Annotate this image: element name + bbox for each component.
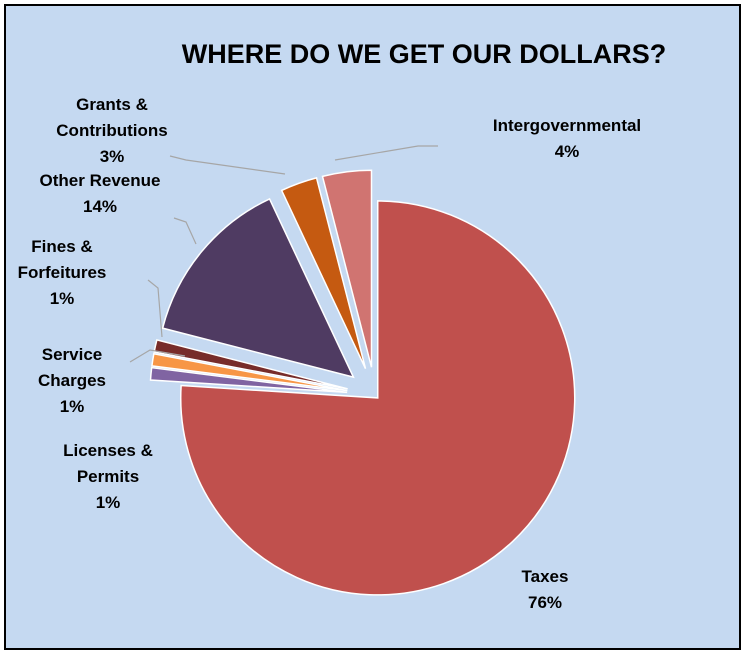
- slice-label: Intergovernmental 4%: [493, 116, 641, 161]
- pie-slice-licenses-permits: [149, 366, 348, 394]
- pie-slices: [149, 169, 576, 596]
- slice-label: Other Revenue 14%: [40, 171, 161, 216]
- slice-label: Fines & Forfeitures 1%: [18, 237, 107, 308]
- pie-slice-taxes: [179, 200, 576, 596]
- slice-label: Licenses & Permits 1%: [63, 441, 153, 512]
- leader-line: [129, 349, 186, 363]
- slice-labels: Taxes 76% Licenses & Permits 1% Service Charge…: [18, 95, 642, 612]
- slice-label: Service Charges 1%: [38, 345, 106, 416]
- pie-slice-other-revenue: [161, 197, 355, 379]
- pie-slice-service-charges: [151, 352, 348, 392]
- leader-line: [334, 145, 438, 161]
- leader-lines: [129, 145, 438, 363]
- slice-label: Grants & Contributions 3%: [56, 95, 167, 166]
- pie-slice-fines-forfeitures: [153, 338, 348, 390]
- leader-line: [147, 279, 163, 338]
- pie-slice-grants-contributions: [280, 176, 367, 369]
- pie-slice-intergovernmental: [321, 169, 373, 368]
- chart-title: WHERE DO WE GET OUR DOLLARS?: [182, 39, 666, 69]
- leader-line: [169, 155, 286, 175]
- leader-line: [173, 217, 197, 245]
- slice-label: Taxes 76%: [522, 567, 569, 612]
